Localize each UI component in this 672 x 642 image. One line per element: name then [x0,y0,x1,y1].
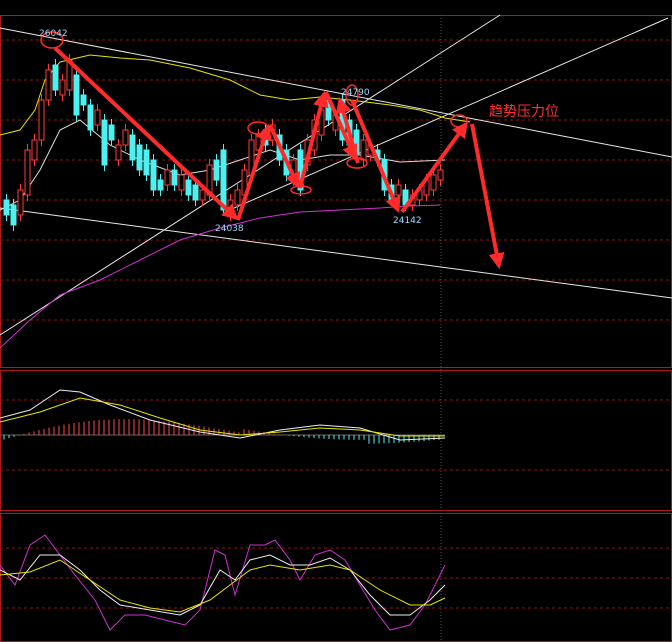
candle-body [101,119,108,166]
candle-body [52,64,59,91]
candle-body [122,129,129,146]
trend-arrows [53,46,505,270]
recent-low-label: 24142 [393,216,422,226]
candle-body [150,159,157,191]
candle-body [234,189,241,206]
candle-body [192,184,199,201]
candle-body [10,204,17,226]
candle-body [129,134,136,161]
candle-body [430,174,437,191]
candle-body [115,144,122,161]
candle-body [220,149,227,211]
macd-histogram [3,419,440,444]
candle-body [395,184,402,196]
channel-lines [0,14,672,336]
low-label: 24038 [215,224,244,234]
candle-body [31,139,38,161]
highlight-circles [40,31,468,195]
peak-label: 24790 [341,88,370,98]
candle-body [17,189,24,216]
candle-body [185,179,192,196]
candle-body [108,124,115,141]
kdj-k [0,554,446,616]
main-panel [0,15,672,368]
candle-body [94,109,101,126]
candle-body [3,199,10,216]
candle-body [178,174,185,191]
candle-body [24,149,31,196]
candle-body [38,99,45,141]
candle-body [164,169,171,186]
kdj-d [0,559,446,613]
ma-yellow [0,54,471,136]
macd-panel [0,370,672,511]
candle-body [157,179,164,191]
candle-body [59,79,66,96]
high-label: 26042 [39,29,68,39]
candle-body [136,144,143,171]
candle-body [80,94,87,106]
ma-magenta [0,204,441,349]
candle-body [87,104,94,131]
candle-body [199,189,206,201]
candle-body [73,74,80,116]
candle-body [171,169,178,186]
candle-body [143,149,150,176]
candle-body [360,139,367,161]
candle-body [437,169,444,181]
kdj-j [0,534,446,631]
dashed-guides [0,39,672,609]
macd-dif [0,389,446,441]
candle-body [45,69,52,101]
candle-body [213,159,220,181]
resistance-note: 趋势压力位 [489,104,559,120]
macd-dea [0,397,445,437]
